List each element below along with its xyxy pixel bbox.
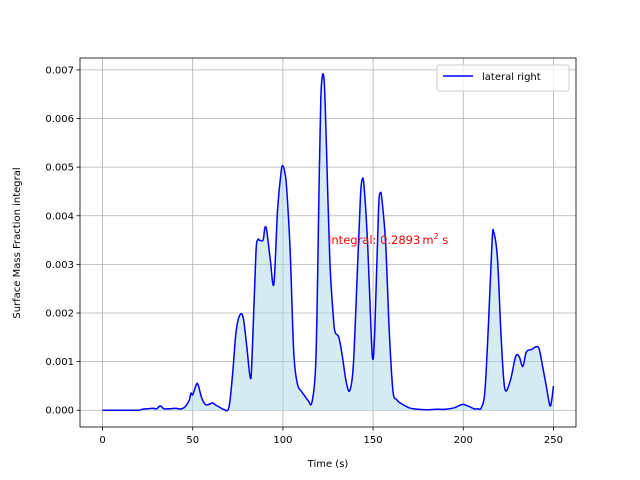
integral-annotation-unit-tail: s bbox=[439, 233, 449, 247]
x-tick-label: 100 bbox=[273, 435, 292, 446]
y-tick-label: 0.001 bbox=[45, 357, 74, 368]
series-area-fill bbox=[102, 73, 554, 411]
y-tick-label: 0.003 bbox=[45, 260, 74, 271]
y-tick-label: 0.006 bbox=[45, 114, 74, 125]
y-tick-label: 0.007 bbox=[45, 65, 74, 76]
integral-annotation: Integral: 0.2893 m2 s bbox=[328, 232, 448, 247]
legend: lateral right bbox=[436, 64, 570, 92]
y-axis: 0.000 0.001 0.002 0.003 0.004 0.005 0.006 0.007 bbox=[45, 65, 80, 417]
legend-label: lateral right bbox=[482, 72, 541, 83]
x-tick-label: 0 bbox=[99, 435, 105, 446]
y-tick-label: 0.002 bbox=[45, 308, 74, 319]
series-line-lateral-right bbox=[102, 73, 555, 412]
legend-box bbox=[436, 64, 570, 92]
integral-annotation-unit-sup: 2 bbox=[434, 232, 439, 241]
y-tick-label: 0.005 bbox=[45, 163, 74, 174]
plot-frame bbox=[79, 57, 577, 428]
integral-annotation-unit-base: m bbox=[422, 233, 433, 247]
x-tick-label: 150 bbox=[364, 435, 383, 446]
integral-annotation-value: Integral: 0.2893 bbox=[328, 233, 420, 247]
x-tick-label: 200 bbox=[454, 435, 473, 446]
x-tick-label: 50 bbox=[186, 435, 199, 446]
y-tick-label: 0.000 bbox=[45, 406, 74, 417]
x-tick-label: 250 bbox=[544, 435, 563, 446]
x-axis: 0 50 100 150 200 250 bbox=[99, 427, 563, 446]
x-axis-label: Time (s) bbox=[307, 459, 349, 470]
y-axis-label: Surface Mass Fraction integral bbox=[12, 167, 23, 318]
y-tick-label: 0.004 bbox=[45, 211, 74, 222]
